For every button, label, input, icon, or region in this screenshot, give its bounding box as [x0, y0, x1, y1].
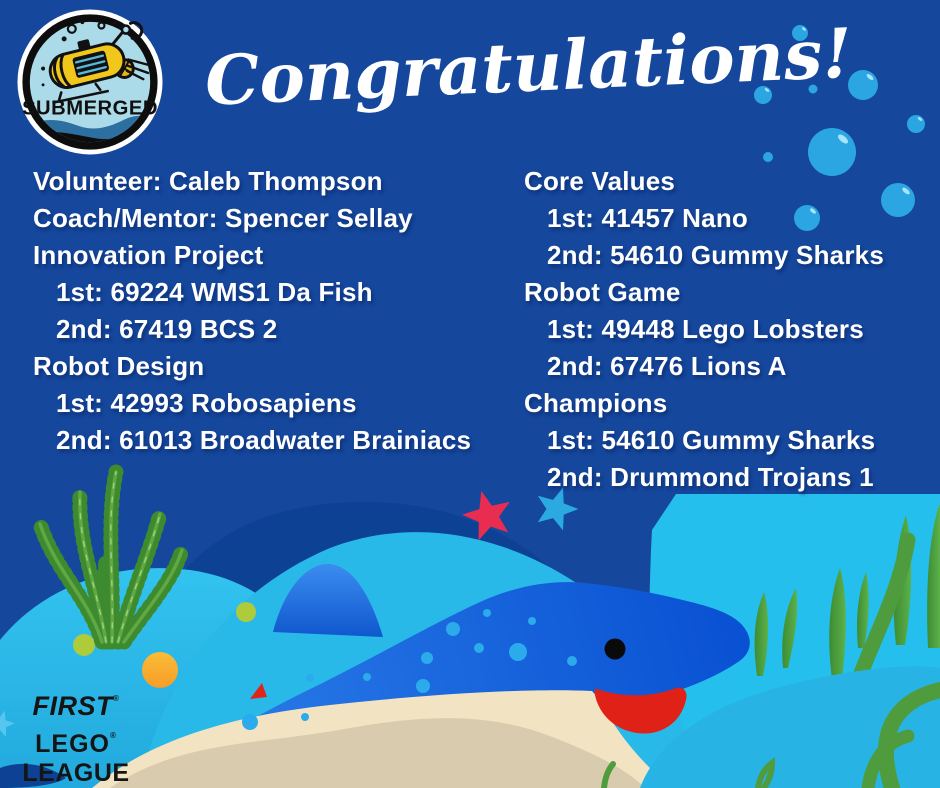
fll-first-wordmark: FIRST®: [32, 691, 120, 721]
navy-bottom-wave: [0, 763, 66, 788]
award-line: 2nd: 61013 Broadwater Brainiacs: [56, 425, 472, 455]
shark-belly-shade: [110, 718, 645, 788]
award-line: 2nd: 67419 BCS 2: [56, 314, 278, 344]
kelp-swirls-front: [601, 682, 940, 788]
volunteer-line: Volunteer: Caleb Thompson: [33, 166, 383, 196]
shark-spots: [242, 609, 577, 730]
category-core-values: Core Values: [524, 166, 676, 196]
award-line: 2nd: 54610 Gummy Sharks: [547, 240, 884, 270]
badge-trademark: ™: [138, 115, 145, 122]
lime-dot: [236, 602, 256, 622]
shark-pectoral-fin: [250, 683, 267, 699]
orange-dot: [142, 652, 178, 688]
award-line: 1st: 41457 Nano: [547, 203, 748, 233]
award-line: 1st: 49448 Lego Lobsters: [547, 314, 864, 344]
award-line: 1st: 42993 Robosapiens: [56, 388, 357, 418]
fll-lego-wordmark: LEGO®: [35, 730, 117, 758]
submarine-rov-icon: [41, 20, 150, 104]
shark-eye: [604, 638, 626, 660]
cyan-mound-front-right: [640, 666, 940, 788]
registered-mark: ®: [113, 694, 120, 703]
results-column-right: Core Values 1st: 41457 Nano 2nd: 54610 G…: [524, 163, 936, 496]
category-robot-game: Robot Game: [524, 277, 681, 307]
lime-dot-small: [73, 634, 95, 656]
category-champions: Champions: [524, 388, 668, 418]
award-line: 1st: 54610 Gummy Sharks: [547, 425, 876, 455]
fll-league-wordmark: LEAGUE: [22, 759, 130, 787]
first-lego-league-logo: FIRST® LEGO® LEAGUE: [16, 684, 136, 788]
award-line: 2nd: Drummond Trojans 1: [547, 462, 874, 492]
shark-dorsal-fin: [273, 563, 383, 637]
submerged-logo: SUBMERGED ™: [17, 9, 163, 155]
registered-mark: ®: [109, 731, 117, 740]
category-robot-design: Robot Design: [33, 351, 205, 381]
seaweed-plant: [32, 464, 190, 650]
shark-illustration: [92, 563, 750, 788]
award-line: 2nd: 67476 Lions A: [547, 351, 787, 381]
category-innovation-project: Innovation Project: [33, 240, 264, 270]
bubbles-cluster: [754, 25, 925, 231]
results-column-left: Volunteer: Caleb Thompson Coach/Mentor: …: [33, 163, 523, 459]
submerged-badge: SUBMERGED ™: [16, 8, 164, 156]
shark-mouth: [594, 687, 687, 734]
badge-label: SUBMERGED: [22, 98, 158, 120]
award-line: 1st: 69224 WMS1 Da Fish: [56, 277, 373, 307]
coach-mentor-line: Coach/Mentor: Spencer Sellay: [33, 203, 413, 233]
